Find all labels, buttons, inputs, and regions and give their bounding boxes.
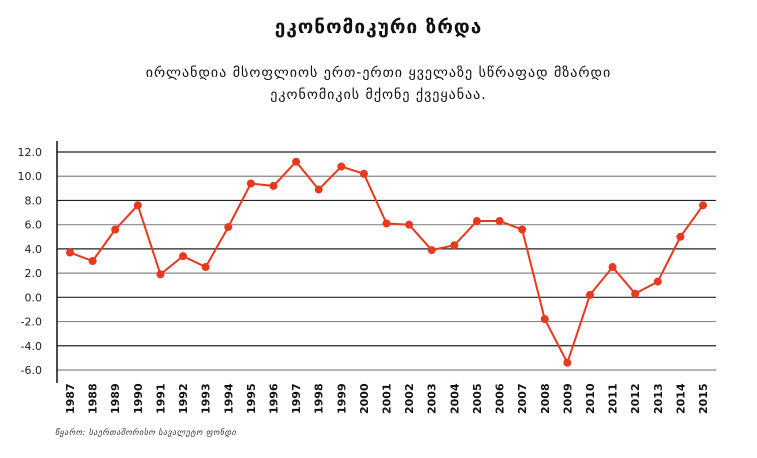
x-tick-label: 2006 [494, 383, 507, 414]
x-tick-label: 2000 [358, 383, 371, 414]
data-point [156, 270, 165, 279]
x-tick-label: 1994 [222, 383, 235, 414]
data-point [608, 263, 617, 272]
x-tick-label: 2007 [516, 383, 529, 414]
x-tick-label: 1988 [87, 383, 100, 414]
data-point [292, 157, 301, 166]
chart-subtitle: ირლანდია მსოფლიოს ერთ-ერთი ყველაზე სწრაფ… [0, 62, 757, 106]
x-tick-label: 1989 [109, 383, 122, 414]
y-tick-label: 0.0 [25, 291, 43, 304]
x-tick-label: 2002 [403, 383, 416, 414]
x-tick-label: 2013 [652, 383, 665, 414]
y-tick-label: -6.0 [21, 364, 42, 377]
x-tick-label: 2009 [561, 383, 574, 414]
x-tick-label: 2014 [674, 383, 687, 414]
data-point [427, 246, 436, 255]
subtitle-line-2: ეკონომიკის მქონე ქვეყანაა. [270, 87, 487, 103]
x-tick-label: 1999 [335, 383, 348, 414]
y-tick-label: 2.0 [25, 267, 43, 280]
x-tick-label: 2015 [697, 383, 710, 414]
x-tick-label: 1993 [200, 383, 213, 414]
x-tick-label: 1991 [154, 383, 167, 414]
data-point [224, 223, 233, 232]
data-point [563, 358, 572, 367]
data-point [676, 232, 685, 241]
x-tick-label: 2011 [607, 383, 620, 414]
x-tick-label: 2012 [629, 383, 642, 414]
data-point [495, 217, 504, 226]
data-point [359, 169, 368, 178]
data-point [653, 277, 662, 286]
data-point [269, 181, 278, 190]
x-tick-label: 2008 [539, 383, 552, 414]
data-point [699, 201, 707, 210]
x-tick-label: 2001 [381, 383, 394, 414]
subtitle-line-1: ირლანდია მსოფლიოს ერთ-ერთი ყველაზე სწრაფ… [145, 65, 612, 81]
y-tick-label: 12.0 [18, 146, 43, 159]
x-tick-label: 2005 [471, 383, 484, 414]
x-tick-label: 1987 [64, 383, 77, 414]
y-tick-label: 4.0 [25, 243, 43, 256]
data-point [314, 185, 323, 194]
data-point [337, 162, 346, 171]
data-point [88, 257, 97, 265]
y-tick-label: -4.0 [21, 340, 42, 353]
data-point [382, 219, 391, 228]
x-tick-label: 1996 [267, 383, 280, 414]
data-point [518, 225, 527, 234]
y-tick-label: 10.0 [18, 170, 43, 183]
source-note: წყარო: საერთაშორისო სავალუტო ფონდი [55, 428, 237, 437]
data-point [246, 179, 255, 188]
data-point [133, 201, 142, 210]
x-tick-label: 1992 [177, 383, 190, 414]
x-tick-label: 2004 [448, 383, 461, 414]
chart-title: ეკონომიკური ზრდა [274, 16, 483, 38]
data-point [472, 217, 481, 226]
data-point [405, 220, 414, 229]
data-point [450, 241, 459, 250]
y-tick-label: 6.0 [25, 219, 43, 232]
data-point [111, 225, 120, 234]
data-point [585, 290, 594, 299]
data-point [66, 248, 74, 257]
data-point [201, 263, 210, 272]
data-point [631, 289, 640, 298]
x-tick-label: 2003 [426, 383, 439, 414]
x-tick-label: 1997 [290, 383, 303, 414]
y-tick-label: -2.0 [21, 316, 42, 329]
data-point [179, 252, 188, 261]
data-point [540, 315, 549, 324]
x-tick-label: 1995 [245, 383, 258, 414]
x-tick-label: 1990 [132, 383, 145, 414]
x-tick-label: 2010 [584, 383, 597, 414]
x-tick-label: 1998 [313, 383, 326, 414]
y-tick-label: 8.0 [25, 194, 43, 207]
series-line [69, 160, 704, 366]
